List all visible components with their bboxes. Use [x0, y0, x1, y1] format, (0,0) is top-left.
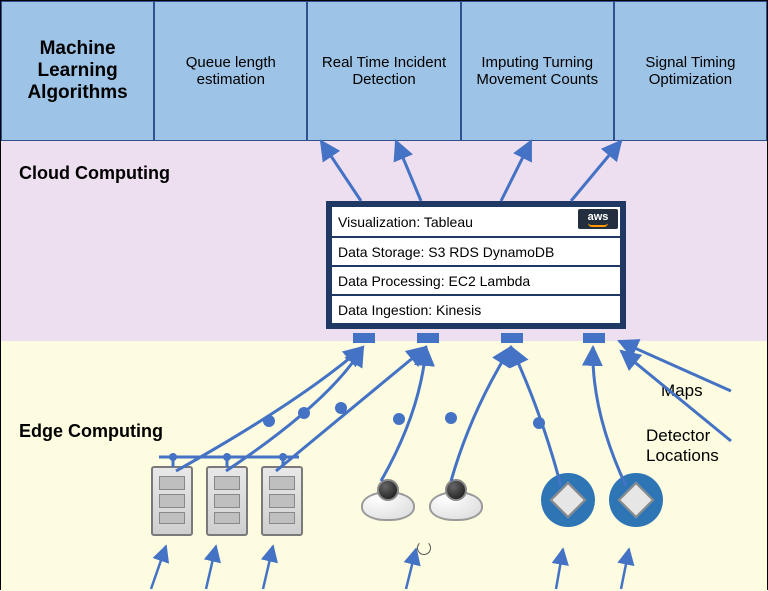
- signal-controller-cabinet-icon: [151, 466, 193, 536]
- cloud-computing-label: Cloud Computing: [19, 163, 170, 184]
- refresh-icon: [417, 541, 431, 555]
- edge-computing-band: [1, 341, 767, 591]
- signal-controller-cabinet-icon: [261, 466, 303, 536]
- maps-label: Maps: [661, 381, 703, 401]
- architecture-diagram: Machine Learning Algorithms Queue length…: [0, 0, 768, 590]
- kinesis-stub-icon: [353, 333, 375, 343]
- dome-camera-icon: [361, 479, 415, 521]
- cloud-row-processing: Data Processing: EC2 Lambda: [332, 265, 620, 294]
- ml-cell-queue: Queue length estimation: [154, 1, 307, 141]
- kinesis-stub-icon: [583, 333, 605, 343]
- cloud-row-text: Data Ingestion: Kinesis: [338, 302, 481, 318]
- cloud-row-text: Data Processing: EC2 Lambda: [338, 273, 530, 289]
- cloud-row-storage: Data Storage: S3 RDS DynamoDB: [332, 236, 620, 265]
- ml-algorithms-row: Machine Learning Algorithms Queue length…: [1, 1, 767, 141]
- kinesis-stub-icon: [501, 333, 523, 343]
- wireless-sensor-icon: [609, 473, 663, 527]
- wireless-sensor-icon: [541, 473, 595, 527]
- kinesis-stub-icon: [417, 333, 439, 343]
- detector-locations-label: Detector Locations: [646, 426, 756, 466]
- cloud-row-ingestion: Data Ingestion: Kinesis: [332, 294, 620, 323]
- signal-controller-cabinet-icon: [206, 466, 248, 536]
- ml-cell-incident: Real Time Incident Detection: [307, 1, 460, 141]
- ml-cell-signal-timing: Signal Timing Optimization: [614, 1, 767, 141]
- dome-camera-icon: [429, 479, 483, 521]
- edge-computing-label: Edge Computing: [19, 421, 163, 442]
- ml-cell-turning-counts: Imputing Turning Movement Counts: [461, 1, 614, 141]
- cloud-services-box: Visualization: Tableau aws Data Storage:…: [326, 201, 626, 329]
- ml-header-cell: Machine Learning Algorithms: [1, 1, 154, 141]
- cloud-row-visualization: Visualization: Tableau aws: [332, 207, 620, 236]
- cloud-row-text: Visualization: Tableau: [338, 214, 473, 230]
- aws-logo-icon: aws: [578, 209, 618, 229]
- cloud-row-text: Data Storage: S3 RDS DynamoDB: [338, 244, 554, 260]
